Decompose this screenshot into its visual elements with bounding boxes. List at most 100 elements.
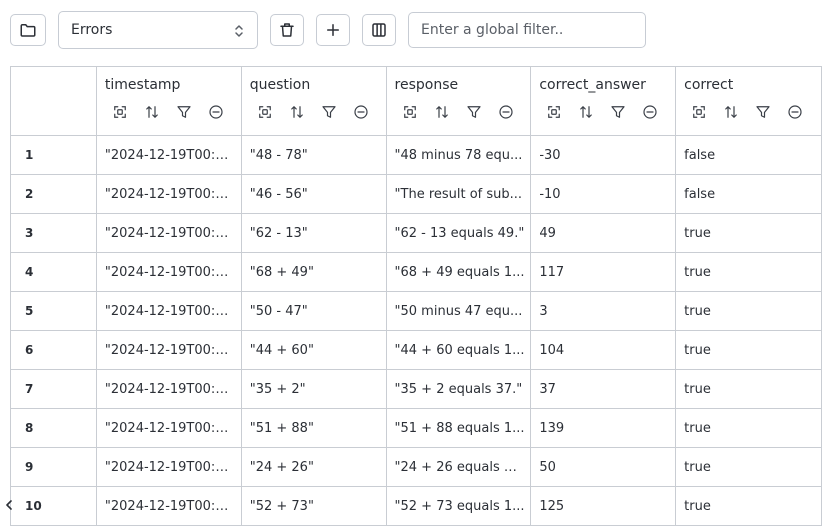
column-header-question[interactable]: question bbox=[242, 67, 387, 135]
table-row[interactable]: 8 "2024-12-19T00:5... "51 + 88" "51 + 88 eq… bbox=[11, 409, 822, 448]
cell-timestamp[interactable]: "2024-12-19T00:5... bbox=[97, 175, 242, 213]
sort-icon[interactable] bbox=[433, 103, 451, 121]
sort-icon[interactable] bbox=[143, 103, 161, 121]
cell-correct-answer[interactable]: 125 bbox=[531, 487, 677, 525]
view-select[interactable]: Errors bbox=[58, 11, 258, 49]
filter-icon[interactable] bbox=[754, 103, 772, 121]
expand-icon[interactable] bbox=[111, 103, 129, 121]
cell-response[interactable]: "The result of sub... bbox=[387, 175, 532, 213]
cell-response[interactable]: "62 - 13 equals 49." bbox=[387, 214, 532, 252]
expand-icon[interactable] bbox=[545, 103, 563, 121]
cell-correct[interactable]: true bbox=[676, 253, 822, 291]
delete-button[interactable] bbox=[270, 14, 304, 46]
cell-question[interactable]: "52 + 73" bbox=[242, 487, 387, 525]
cell-text: 37 bbox=[539, 381, 556, 397]
cell-timestamp[interactable]: "2024-12-19T00:5... bbox=[97, 136, 242, 174]
sort-icon[interactable] bbox=[288, 103, 306, 121]
cell-question[interactable]: "62 - 13" bbox=[242, 214, 387, 252]
table-row[interactable]: 6 "2024-12-19T00:5... "44 + 60" "44 + 60 eq… bbox=[11, 331, 822, 370]
cell-correct[interactable]: true bbox=[676, 409, 822, 447]
cell-question[interactable]: "24 + 26" bbox=[242, 448, 387, 486]
expand-icon[interactable] bbox=[256, 103, 274, 121]
cell-question[interactable]: "68 + 49" bbox=[242, 253, 387, 291]
cell-timestamp[interactable]: "2024-12-19T00:5... bbox=[97, 292, 242, 330]
filter-icon[interactable] bbox=[609, 103, 627, 121]
cell-response[interactable]: "52 + 73 equals 1... bbox=[387, 487, 532, 525]
expand-icon[interactable] bbox=[690, 103, 708, 121]
cell-correct-answer[interactable]: 117 bbox=[531, 253, 677, 291]
cell-correct[interactable]: true bbox=[676, 448, 822, 486]
table-row[interactable]: 7 "2024-12-19T00:5... "35 + 2" "35 + 2 equa… bbox=[11, 370, 822, 409]
columns-button[interactable] bbox=[362, 14, 396, 46]
cell-correct-answer[interactable]: 49 bbox=[531, 214, 677, 252]
table-row[interactable]: 5 "2024-12-19T00:5... "50 - 47" "50 minus 4… bbox=[11, 292, 822, 331]
column-header-correct[interactable]: correct bbox=[676, 67, 822, 135]
cell-correct-answer[interactable]: 3 bbox=[531, 292, 677, 330]
cell-correct-answer[interactable]: 37 bbox=[531, 370, 677, 408]
global-filter-input[interactable] bbox=[408, 12, 646, 48]
hide-icon[interactable] bbox=[641, 103, 659, 121]
sort-icon[interactable] bbox=[577, 103, 595, 121]
cell-response[interactable]: "24 + 26 equals 50." bbox=[387, 448, 532, 486]
cell-timestamp[interactable]: "2024-12-19T00:5... bbox=[97, 253, 242, 291]
cell-text: 50 bbox=[539, 459, 556, 475]
cell-timestamp[interactable]: "2024-12-19T00:5... bbox=[97, 331, 242, 369]
cell-question[interactable]: "50 - 47" bbox=[242, 292, 387, 330]
cell-response[interactable]: "50 minus 47 equ... bbox=[387, 292, 532, 330]
filter-icon[interactable] bbox=[465, 103, 483, 121]
expand-icon[interactable] bbox=[401, 103, 419, 121]
view-select-value: Errors bbox=[71, 22, 113, 38]
cell-response[interactable]: "51 + 88 equals 1... bbox=[387, 409, 532, 447]
cell-correct-answer[interactable]: 139 bbox=[531, 409, 677, 447]
data-table: timestamp question response correct_answ… bbox=[10, 66, 822, 526]
open-folder-button[interactable] bbox=[10, 14, 46, 46]
hide-icon[interactable] bbox=[207, 103, 225, 121]
cell-text: "2024-12-19T00:5... bbox=[104, 498, 235, 514]
filter-icon[interactable] bbox=[175, 103, 193, 121]
table-row[interactable]: 3 "2024-12-19T00:5... "62 - 13" "62 - 13 eq… bbox=[11, 214, 822, 253]
cell-text: "51 + 88 equals 1... bbox=[394, 420, 525, 436]
cell-correct[interactable]: true bbox=[676, 292, 822, 330]
cell-question[interactable]: "35 + 2" bbox=[242, 370, 387, 408]
cell-timestamp[interactable]: "2024-12-19T00:5... bbox=[97, 448, 242, 486]
cell-question[interactable]: "48 - 78" bbox=[242, 136, 387, 174]
cell-correct[interactable]: false bbox=[676, 175, 822, 213]
cell-correct-answer[interactable]: 50 bbox=[531, 448, 677, 486]
table-row[interactable]: 4 "2024-12-19T00:5... "68 + 49" "68 + 49 eq… bbox=[11, 253, 822, 292]
table-row[interactable]: 9 "2024-12-19T00:5... "24 + 26" "24 + 26 eq… bbox=[11, 448, 822, 487]
cell-response[interactable]: "68 + 49 equals 1... bbox=[387, 253, 532, 291]
cell-correct[interactable]: true bbox=[676, 331, 822, 369]
chevron-left-icon[interactable] bbox=[4, 497, 14, 513]
cell-timestamp[interactable]: "2024-12-19T00:5... bbox=[97, 487, 242, 525]
column-header-correct-answer[interactable]: correct_answer bbox=[531, 67, 677, 135]
table-row[interactable]: 10 "2024-12-19T00:5... "52 + 73" "52 + 73 e… bbox=[11, 487, 822, 526]
sort-icon[interactable] bbox=[722, 103, 740, 121]
cell-correct-answer[interactable]: 104 bbox=[531, 331, 677, 369]
cell-correct-answer[interactable]: -10 bbox=[531, 175, 677, 213]
table-row[interactable]: 2 "2024-12-19T00:5... "46 - 56" "The result… bbox=[11, 175, 822, 214]
cell-response[interactable]: "48 minus 78 equ... bbox=[387, 136, 532, 174]
cell-question[interactable]: "44 + 60" bbox=[242, 331, 387, 369]
cell-response[interactable]: "44 + 60 equals 1... bbox=[387, 331, 532, 369]
column-header-response[interactable]: response bbox=[387, 67, 532, 135]
table-row[interactable]: 1 "2024-12-19T00:5... "48 - 78" "48 minus 7… bbox=[11, 136, 822, 175]
cell-correct[interactable]: true bbox=[676, 214, 822, 252]
filter-icon[interactable] bbox=[320, 103, 338, 121]
cell-text: "24 + 26" bbox=[249, 459, 314, 475]
hide-icon[interactable] bbox=[352, 103, 370, 121]
cell-timestamp[interactable]: "2024-12-19T00:5... bbox=[97, 214, 242, 252]
add-button[interactable] bbox=[316, 14, 350, 46]
cell-correct[interactable]: false bbox=[676, 136, 822, 174]
cell-response[interactable]: "35 + 2 equals 37." bbox=[387, 370, 532, 408]
cell-correct[interactable]: true bbox=[676, 370, 822, 408]
column-header-timestamp[interactable]: timestamp bbox=[97, 67, 242, 135]
cell-question[interactable]: "46 - 56" bbox=[242, 175, 387, 213]
cell-text: "44 + 60 equals 1... bbox=[394, 342, 525, 358]
cell-timestamp[interactable]: "2024-12-19T00:5... bbox=[97, 370, 242, 408]
hide-icon[interactable] bbox=[786, 103, 804, 121]
cell-correct-answer[interactable]: -30 bbox=[531, 136, 677, 174]
cell-correct[interactable]: true bbox=[676, 487, 822, 525]
hide-icon[interactable] bbox=[497, 103, 515, 121]
cell-timestamp[interactable]: "2024-12-19T00:5... bbox=[97, 409, 242, 447]
cell-question[interactable]: "51 + 88" bbox=[242, 409, 387, 447]
